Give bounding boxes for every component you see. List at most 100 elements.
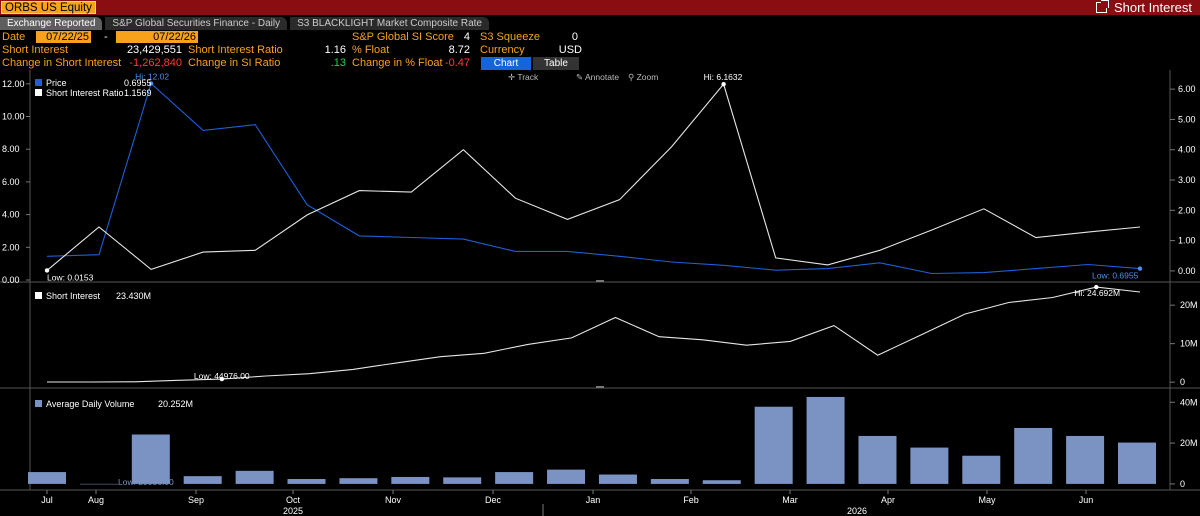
price-low-marker — [1137, 266, 1143, 271]
volume-panel: 0 20M 40M Low: 29936.00 — [28, 396, 1198, 489]
s3-squeeze-label: S3 Squeeze — [480, 31, 540, 43]
short-interest-value: 23,429,551 — [126, 44, 182, 56]
sir-low-marker — [44, 268, 50, 273]
legend-volume-label: Average Daily Volume — [46, 399, 134, 409]
month-label: Jan — [586, 495, 601, 505]
x-axis: Jul Aug Sep Oct Nov Dec Jan Feb Mar Apr May Jun 2025… — [41, 490, 1093, 516]
zoom-tool[interactable]: ⚲ Zoom — [628, 72, 658, 83]
month-label: Feb — [683, 495, 699, 505]
short-interest-ratio-label: Short Interest Ratio — [188, 44, 283, 56]
tab-sp-global-securities-finance[interactable]: S&P Global Securities Finance - Daily — [105, 17, 288, 30]
volume-bar — [1118, 442, 1156, 484]
tab-exchange-reported[interactable]: Exchange Reported — [0, 17, 103, 30]
volume-tick-label: 20M — [1180, 438, 1198, 448]
chart-view-button[interactable]: Chart — [481, 57, 531, 70]
volume-bar — [183, 476, 222, 484]
currency-value: USD — [558, 44, 582, 56]
right-tick-label: 4.00 — [1178, 145, 1196, 155]
legend-sir-value: 1.1569 — [124, 88, 152, 98]
resize-handle-2[interactable] — [596, 386, 604, 388]
function-title-label: Short Interest — [1113, 0, 1192, 15]
month-label: Jul — [41, 495, 53, 505]
month-label: May — [978, 495, 996, 505]
resize-handle-1[interactable] — [596, 280, 604, 282]
left-tick-label: 0.00 — [2, 275, 20, 285]
si-tick-label: 0 — [1180, 377, 1185, 387]
change-si-ratio-label: Change in SI Ratio — [188, 57, 281, 69]
volume-bar — [495, 472, 534, 484]
sp-global-si-score-label: S&P Global SI Score — [352, 31, 454, 43]
s3-squeeze-value: 0 — [571, 31, 578, 43]
right-tick-label: 5.00 — [1178, 114, 1196, 124]
pct-float-label: % Float — [352, 44, 390, 56]
export-icon[interactable] — [1095, 0, 1109, 13]
si-low-marker — [219, 376, 225, 382]
year-label: 2026 — [847, 506, 867, 516]
price-hi-label: Hi: 12.02 — [135, 71, 169, 81]
legend-si-value: 23.430M — [116, 291, 151, 301]
volume-bar — [287, 479, 326, 484]
volume-low-label: Low: 29936.00 — [118, 477, 174, 487]
table-view-button[interactable]: Table — [533, 57, 579, 70]
right-tick-label: 6.00 — [1178, 84, 1196, 94]
volume-bar — [547, 469, 586, 484]
legend-price-value: 0.6955 — [124, 78, 152, 88]
volume-bar — [79, 483, 118, 485]
volume-bar — [28, 472, 66, 484]
title-bar: ORBS US Equity Short Interest — [0, 0, 1200, 15]
volume-bar — [598, 474, 637, 484]
month-label: Sep — [188, 495, 204, 505]
zoom-label: Zoom — [636, 72, 659, 82]
sir-hi-marker — [721, 82, 726, 87]
annotate-label: Annotate — [585, 72, 620, 82]
legend-short-interest: Short Interest 23.430M — [35, 291, 151, 301]
change-pct-float-value: -0.47 — [444, 57, 470, 69]
magnifier-icon: ⚲ — [628, 72, 637, 82]
ticker-field[interactable]: ORBS US Equity — [1, 1, 96, 14]
legend-price-label: Price — [46, 78, 67, 88]
price-line — [46, 82, 1141, 275]
year-label: 2025 — [283, 506, 303, 516]
volume-bar — [754, 406, 793, 484]
track-tool[interactable]: ✛ Track — [508, 72, 538, 83]
change-pct-float-label: Change in % Float — [352, 57, 443, 69]
volume-bar — [910, 447, 949, 484]
si-tick-label: 20M — [1180, 300, 1198, 310]
tab-s3-blacklight[interactable]: S3 BLACKLIGHT Market Composite Rate — [290, 17, 489, 30]
function-title[interactable]: Short Interest — [1095, 0, 1192, 15]
sir-low-label: Low: 0.0153 — [47, 272, 94, 282]
date-label: Date — [2, 31, 26, 43]
price-sir-panel: 0.00 2.00 4.00 6.00 8.00 10.00 12.00 0.00 1.00 2.… — [2, 71, 1196, 285]
legend-price-swatch — [35, 79, 42, 86]
left-tick-label: 2.00 — [2, 242, 20, 252]
volume-bar — [1066, 435, 1105, 484]
month-label: Nov — [385, 495, 402, 505]
source-tabs: Exchange Reported S&P Global Securities … — [0, 17, 489, 30]
volume-bar — [962, 455, 1001, 484]
volume-bar — [1014, 427, 1053, 484]
change-si-ratio-value: .13 — [330, 57, 346, 69]
month-label: Dec — [485, 495, 502, 505]
date-from-input[interactable]: 07/22/25 — [36, 31, 91, 43]
legend-volume: Average Daily Volume 20.252M — [35, 399, 193, 409]
short-interest-label: Short Interest — [2, 44, 69, 56]
right-tick-label: 1.00 — [1178, 236, 1196, 246]
short-interest-ratio-line — [46, 83, 1141, 271]
right-tick-label: 0.00 — [1178, 266, 1196, 276]
legend-si-label: Short Interest — [46, 291, 101, 301]
volume-bar — [702, 480, 741, 484]
legend-sir-swatch — [35, 89, 42, 96]
legend-volume-value: 20.252M — [158, 399, 193, 409]
month-label: Oct — [286, 495, 301, 505]
price-low-label: Low: 0.6955 — [1092, 271, 1139, 281]
volume-bar — [443, 477, 482, 484]
date-to-input[interactable]: 07/22/26 — [116, 31, 198, 43]
short-interest-panel: 0 10M 20M Hi: 24.692M Low: 44976.00 — [47, 284, 1198, 387]
volume-tick-label: 0 — [1180, 479, 1185, 489]
si-low-label: Low: 44976.00 — [194, 371, 250, 381]
short-interest-ratio-value: 1.16 — [324, 44, 346, 56]
legend-si-swatch — [35, 292, 42, 299]
annotate-tool[interactable]: ✎ Annotate — [576, 72, 619, 83]
date-separator: - — [104, 31, 108, 43]
